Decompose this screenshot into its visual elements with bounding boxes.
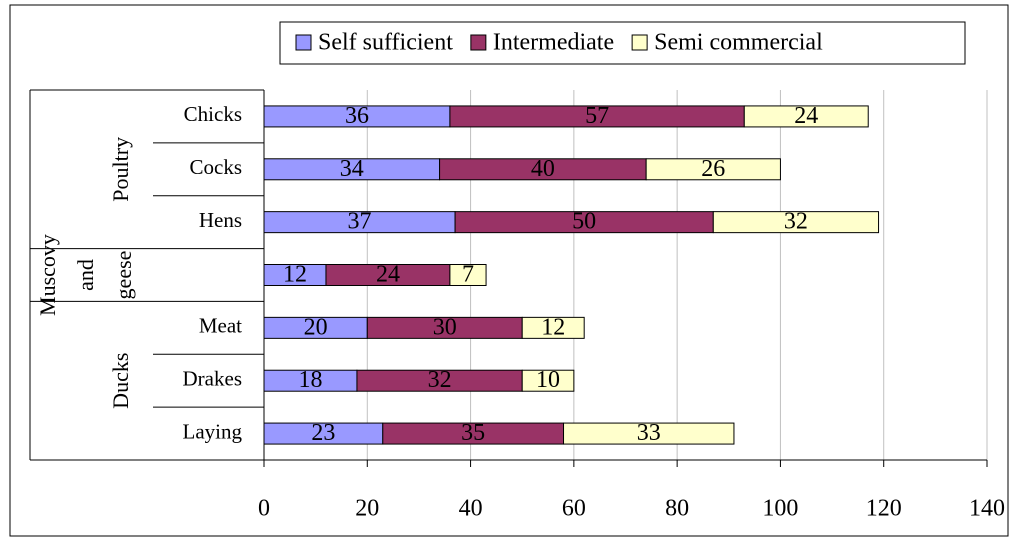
data-label: 33 [637,420,661,446]
group-label: Poultry [108,137,133,202]
data-label: 32 [428,367,452,393]
y-tick-label: Chicks [184,102,242,126]
bar-segment [449,264,487,286]
legend-label: Self sufficient [318,30,453,56]
x-tick-label: 100 [762,496,798,522]
x-tick-label: 140 [969,496,1005,522]
data-label: 24 [376,262,400,288]
bar-segment [521,316,585,339]
data-label: 7 [462,262,474,288]
legend-swatch [631,34,648,51]
y-tick-label: Laying [183,419,243,443]
data-label: 35 [461,420,485,446]
group-label: Ducks [108,353,133,409]
data-label: 10 [536,367,560,393]
data-label: 24 [794,103,818,129]
y-tick-label: Hens [199,208,242,232]
data-label: 36 [345,103,369,129]
bar-segment [645,158,781,181]
data-label: 40 [531,156,555,182]
data-label: 26 [701,156,725,182]
bar-segment [521,369,575,392]
data-label: 50 [572,209,596,235]
y-tick-label: Meat [199,314,242,338]
x-tick-label: 120 [866,496,902,522]
data-label: 20 [304,314,328,340]
x-tick-label: 0 [258,496,270,522]
legend-swatch [295,34,312,51]
data-label: 30 [433,314,457,340]
bar-segment [563,422,735,445]
x-tick-label: 60 [562,496,586,522]
legend-swatch [470,34,487,51]
chart-frame [9,4,1009,537]
data-label: 12 [541,314,565,340]
bar-segment [712,211,880,234]
legend-box [279,21,966,65]
data-label: 37 [348,209,372,235]
group-label: Muscovy [35,234,60,316]
group-label: geese [111,251,136,300]
data-label: 23 [311,420,335,446]
x-tick-label: 40 [459,496,483,522]
y-tick-label: Cocks [190,155,243,179]
legend-label: Semi commercial [654,30,823,56]
data-label: 57 [585,103,609,129]
bar-segment [743,105,869,128]
data-label: 34 [340,156,364,182]
data-label: 32 [784,209,808,235]
x-tick-label: 80 [665,496,689,522]
x-tick-label: 20 [355,496,379,522]
data-label: 18 [298,367,322,393]
data-label: 12 [283,262,307,288]
y-tick-label: Drakes [183,367,242,391]
legend-label: Intermediate [493,30,614,56]
group-label: and [73,259,98,291]
